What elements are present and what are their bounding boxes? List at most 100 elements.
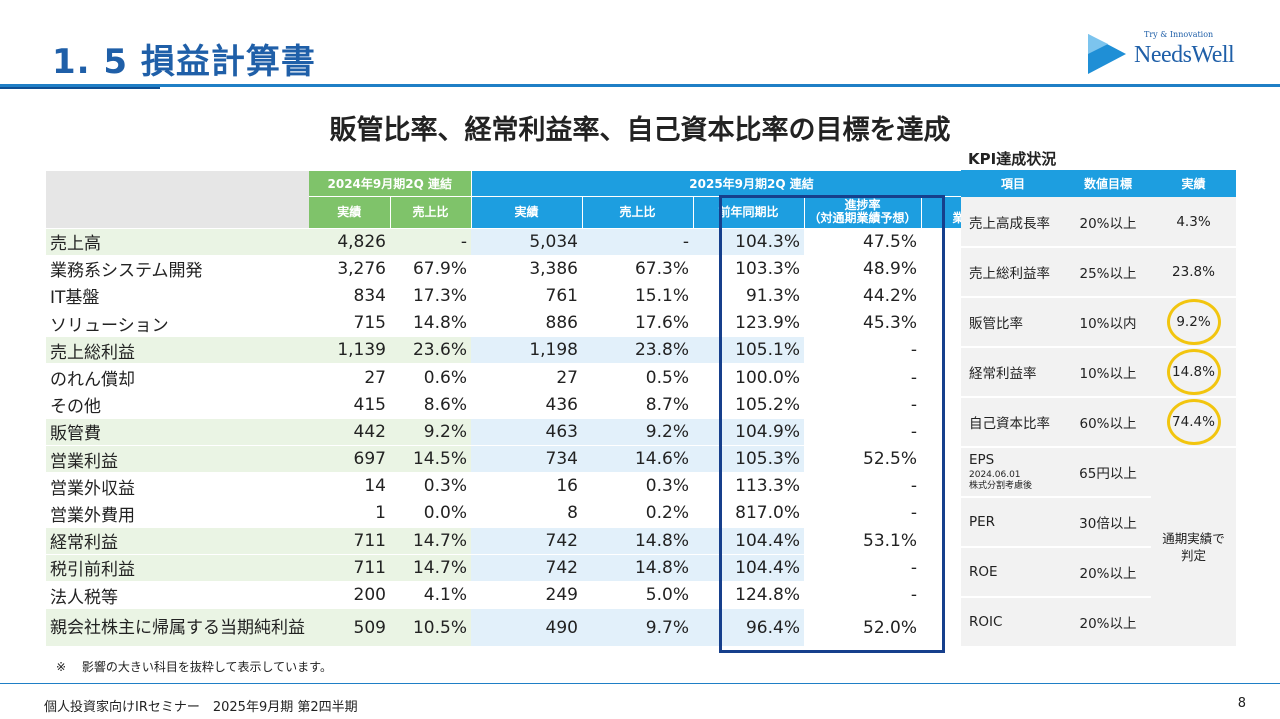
cell-prev-actual: 711 (309, 527, 390, 555)
kpi-target: 20%以上 (1065, 197, 1151, 248)
cell-progress: - (804, 472, 922, 501)
kpi-target: 25%以上 (1065, 247, 1151, 298)
cell-prev-ratio: 67.9% (390, 255, 471, 283)
cell-progress: 45.3% (804, 309, 922, 338)
kpi-item: PER (961, 497, 1065, 548)
logo-triangle-icon (1088, 34, 1126, 74)
cell-progress: - (804, 363, 922, 392)
cell-prev-actual: 1,139 (309, 336, 390, 365)
kpi-item-label: 売上高成長率 (969, 215, 1050, 232)
kpi-item: 売上総利益率 (961, 247, 1065, 298)
table-corner (46, 171, 309, 229)
cell-cur-actual: 3,386 (471, 255, 582, 283)
kpi-actual-value: 4.3% (1176, 213, 1211, 230)
kpi-target: 65円以上 (1065, 447, 1151, 498)
row-label: 営業外収益 (46, 472, 309, 501)
kpi-item-label: 販管比率 (969, 316, 1023, 332)
kpi-row: 自己資本比率 60%以上 74.4% (961, 397, 1236, 448)
row-label: 経常利益 (46, 527, 309, 555)
kpi-item: 販管比率 (961, 297, 1065, 348)
cell-progress: 44.2% (804, 282, 922, 311)
kpi-target: 10%以上 (1065, 347, 1151, 398)
cell-cur-ratio: 8.7% (582, 391, 693, 419)
cell-prev-ratio: 14.7% (390, 554, 471, 582)
row-label: 業務系システム開発 (46, 255, 309, 283)
cell-prev-actual: 200 (309, 581, 390, 610)
cell-prev-ratio: 23.6% (390, 336, 471, 365)
col-prev-actual: 実績 (309, 196, 391, 229)
col-progress: 進捗率 （対通期業績予想） (804, 196, 922, 229)
cell-prev-ratio: 8.6% (390, 391, 471, 419)
cell-yoy: 817.0% (693, 499, 804, 528)
cell-prev-actual: 509 (309, 608, 390, 648)
cell-yoy: 100.0% (693, 363, 804, 392)
col-yoy: 前年同期比 (693, 196, 805, 229)
cell-progress: 52.0% (804, 608, 922, 648)
cell-cur-ratio: 17.6% (582, 309, 693, 338)
title-divider (0, 84, 1280, 87)
kpi-item: ROIC (961, 597, 1065, 648)
kpi-row: 販管比率 10%以内 9.2% (961, 297, 1236, 348)
cell-cur-ratio: 0.2% (582, 499, 693, 528)
table-row: 業務系システム開発 3,276 67.9% 3,386 67.3% 103.3% 48.9%… (46, 255, 1033, 283)
cell-prev-actual: 442 (309, 418, 390, 447)
cell-prev-ratio: 0.3% (390, 472, 471, 501)
kpi-item-label: 売上総利益率 (969, 266, 1050, 282)
row-label: のれん償却 (46, 363, 309, 392)
kpi-row: 売上高成長率 20%以上 4.3% (961, 197, 1236, 248)
col-prev-ratio: 売上比 (390, 196, 472, 229)
row-label: 販管費 (46, 418, 309, 447)
cell-cur-actual: 490 (471, 608, 582, 648)
row-label: 売上高 (46, 228, 309, 256)
cell-progress: - (804, 336, 922, 365)
cell-cur-actual: 5,034 (471, 228, 582, 256)
cell-prev-actual: 3,276 (309, 255, 390, 283)
cell-cur-actual: 249 (471, 581, 582, 610)
cell-yoy: 123.9% (693, 309, 804, 338)
kpi-item-label: 自己資本比率 (969, 416, 1050, 432)
kpi-row: ROE 20%以上 (961, 547, 1236, 598)
row-label: ソリューション (46, 309, 309, 338)
kpi-actual: 23.8% (1151, 247, 1236, 298)
kpi-actual: 74.4% (1151, 397, 1236, 448)
cell-progress: 53.1% (804, 527, 922, 555)
logo-tagline: Try & Innovation (1144, 30, 1214, 39)
cell-prev-actual: 834 (309, 282, 390, 311)
cell-prev-actual: 27 (309, 363, 390, 392)
kpi-item: ROE (961, 547, 1065, 598)
page-title: 1. 5 損益計算書 (52, 42, 316, 82)
cell-prev-ratio: 4.1% (390, 581, 471, 610)
cell-prev-actual: 1 (309, 499, 390, 528)
cell-cur-actual: 734 (471, 445, 582, 474)
kpi-merged-line1: 通期実績で (1162, 531, 1225, 546)
cell-cur-ratio: 0.5% (582, 363, 693, 392)
cell-yoy: 91.3% (693, 282, 804, 311)
kpi-table: 項目 数値目標 実績 売上高成長率 20%以上 4.3% 売上総利益率 25%以上 23.… (961, 170, 1236, 648)
cell-cur-actual: 886 (471, 309, 582, 338)
cell-prev-ratio: 9.2% (390, 418, 471, 447)
kpi-target: 60%以上 (1065, 397, 1151, 448)
col-progress-line1: 進捗率 (844, 198, 881, 212)
footer-text: 個人投資家向けIRセミナー 2025年9月期 第2四半期 (44, 700, 358, 715)
cell-prev-actual: 4,826 (309, 228, 390, 256)
cell-cur-ratio: 14.6% (582, 445, 693, 474)
row-label: 税引前利益 (46, 554, 309, 582)
needswell-logo: Try & Innovation NeedsWell (1088, 30, 1258, 78)
kpi-target: 30倍以上 (1065, 497, 1151, 548)
group-header-cur: 2025年9月期2Q 連結 (471, 171, 1033, 197)
kpi-actual-value: 23.8% (1172, 264, 1215, 280)
cell-prev-actual: 711 (309, 554, 390, 582)
table-row: 親会社株主に帰属する当期純利益 509 10.5% 490 9.7% 96.4% 52.0%… (46, 608, 1033, 648)
kpi-actual: 4.3% (1151, 197, 1236, 248)
cell-prev-ratio: 0.6% (390, 363, 471, 392)
kpi-item-sub: 2024.06.01 (969, 470, 1021, 480)
kpi-actual: 14.8% (1151, 347, 1236, 398)
kpi-actual-achieved: 14.8% (1166, 349, 1221, 395)
footer-divider (0, 683, 1280, 684)
cell-cur-ratio: - (582, 228, 693, 256)
kpi-col-target: 数値目標 (1065, 170, 1151, 197)
cell-yoy: 104.9% (693, 418, 804, 447)
